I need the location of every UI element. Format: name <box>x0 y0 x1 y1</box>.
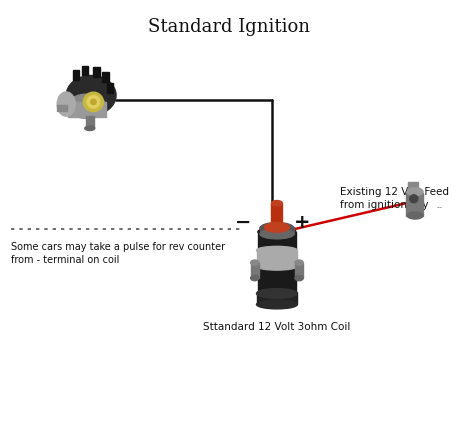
Bar <box>82 66 89 75</box>
Ellipse shape <box>295 260 303 265</box>
Bar <box>256 292 297 305</box>
Ellipse shape <box>260 229 294 239</box>
Ellipse shape <box>407 212 423 219</box>
Bar <box>57 105 67 111</box>
Bar <box>408 182 418 189</box>
Ellipse shape <box>258 289 296 298</box>
Circle shape <box>410 195 418 203</box>
Text: Some cars may take a pulse for rev counter
from - terminal on coil: Some cars may take a pulse for rev count… <box>11 242 225 265</box>
Text: --: -- <box>437 203 443 212</box>
Ellipse shape <box>256 300 297 309</box>
Bar <box>295 263 303 278</box>
Ellipse shape <box>295 276 303 281</box>
Text: Existing 12 Volt Feed
from ignition key: Existing 12 Volt Feed from ignition key <box>340 187 449 211</box>
Text: +: + <box>293 213 310 231</box>
Text: Sttandard 12 Volt 3ohm Coil: Sttandard 12 Volt 3ohm Coil <box>203 322 351 331</box>
Ellipse shape <box>85 126 95 131</box>
Ellipse shape <box>256 246 297 254</box>
Text: −: − <box>235 213 251 231</box>
Ellipse shape <box>407 188 423 196</box>
Bar <box>251 263 259 278</box>
Ellipse shape <box>251 260 259 265</box>
Ellipse shape <box>256 262 297 270</box>
Bar <box>406 193 423 215</box>
Bar <box>86 116 94 128</box>
Bar <box>260 227 294 234</box>
Ellipse shape <box>67 94 106 118</box>
Bar <box>93 67 100 77</box>
Ellipse shape <box>256 289 297 298</box>
Bar <box>73 70 79 80</box>
Ellipse shape <box>272 201 283 206</box>
Text: Standard Ignition: Standard Ignition <box>148 18 310 36</box>
Bar <box>272 203 283 227</box>
Ellipse shape <box>264 223 289 232</box>
Ellipse shape <box>258 227 296 236</box>
Bar <box>258 232 296 293</box>
Circle shape <box>83 92 103 112</box>
Circle shape <box>91 99 96 104</box>
Ellipse shape <box>251 276 259 281</box>
Bar <box>256 250 297 266</box>
Circle shape <box>87 96 100 108</box>
Ellipse shape <box>66 75 116 115</box>
Ellipse shape <box>57 92 75 116</box>
Bar <box>107 83 113 93</box>
Bar <box>68 102 106 117</box>
Ellipse shape <box>260 223 294 234</box>
Bar <box>102 72 109 82</box>
